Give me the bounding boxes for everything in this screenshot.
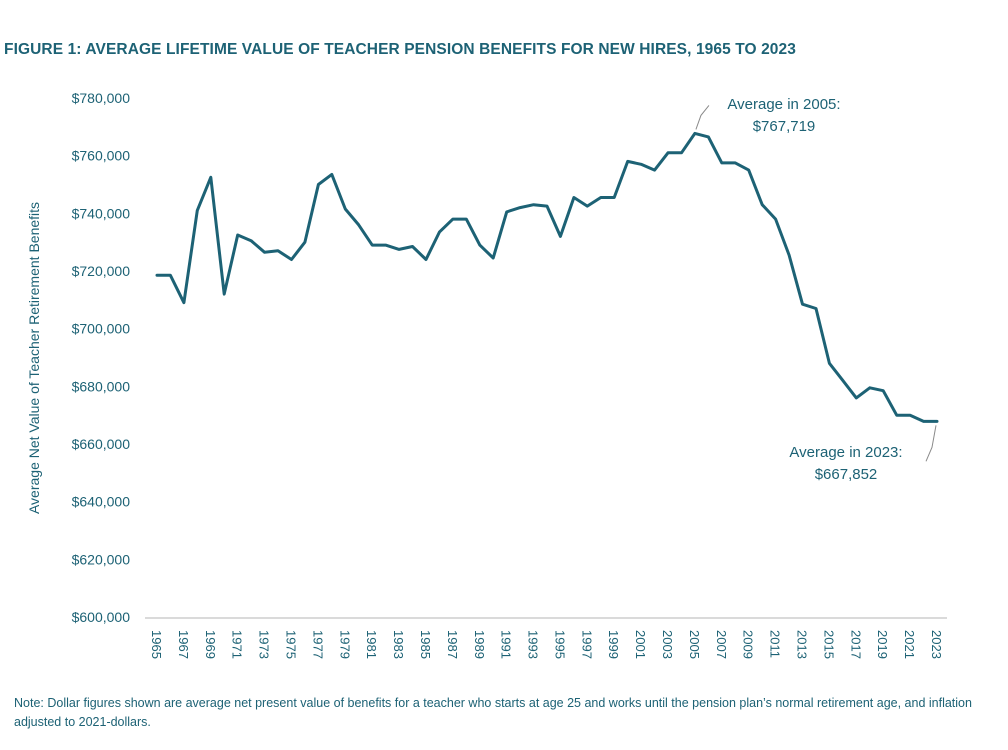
x-tick-label: 1989 (472, 630, 487, 659)
x-tick-label: 1967 (176, 630, 191, 659)
x-tick-label: 2021 (902, 630, 917, 659)
x-tick-label: 1969 (203, 630, 218, 659)
annotation-leader-2005 (695, 105, 710, 130)
x-tick-label: 2015 (821, 630, 836, 659)
x-tick-label: 2011 (768, 630, 783, 658)
x-tick-label: 1971 (230, 630, 245, 659)
y-tick-label: $760,000 (72, 148, 131, 164)
line-chart: Average Net Value of Teacher Retirement … (26, 90, 947, 659)
x-tick-label: 2007 (714, 630, 729, 659)
y-tick-label: $640,000 (72, 494, 131, 510)
x-tick-label: 2001 (633, 630, 648, 659)
x-tick-label: 1973 (257, 630, 272, 659)
x-tick-label: 1987 (445, 630, 460, 659)
y-tick-label: $600,000 (72, 609, 131, 625)
x-tick-label: 1997 (579, 630, 594, 659)
x-tick-label: 1983 (391, 630, 406, 659)
x-tick-label: 1995 (552, 630, 567, 659)
x-tick-label: 2005 (687, 630, 702, 659)
x-tick-label: 2013 (795, 630, 810, 659)
annotation-2023-value: $667,852 (815, 466, 878, 483)
x-tick-label: 1979 (337, 630, 352, 659)
y-tick-label: $740,000 (72, 205, 131, 221)
y-axis-tick-labels: $600,000 $620,000 $640,000 $660,000 $680,000… (72, 90, 131, 625)
x-tick-label: 1993 (526, 630, 541, 659)
x-tick-label: 1999 (606, 630, 621, 659)
x-tick-label: 2023 (929, 630, 944, 659)
annotation-2023-label: Average in 2023: (789, 444, 902, 461)
x-tick-label: 1985 (418, 630, 433, 659)
annotations-group: Average in 2005: $767,719 Average in 2023:… (695, 96, 937, 483)
figure-title: FIGURE 1: AVERAGE LIFETIME VALUE OF TEAC… (4, 41, 796, 58)
x-tick-label: 1991 (499, 630, 514, 659)
y-tick-label: $780,000 (72, 90, 131, 106)
chart-note: Note: Dollar figures shown are average n… (14, 696, 972, 729)
y-tick-label: $680,000 (72, 378, 131, 394)
x-tick-label: 2019 (875, 630, 890, 659)
series-group (155, 131, 939, 423)
x-axis-tick-labels: 1965 1967 1969 1971 1973 1975 1977 1979 1981 1983… (149, 630, 944, 659)
y-tick-label: $720,000 (72, 263, 131, 279)
annotation-2005-label: Average in 2005: (727, 96, 840, 113)
y-axis-title-group: Average Net Value of Teacher Retirement … (26, 202, 42, 514)
x-tick-label: 1975 (283, 630, 298, 659)
series-line (155, 131, 939, 423)
y-tick-label: $620,000 (72, 551, 131, 567)
x-tick-label: 2003 (660, 630, 675, 659)
y-tick-label: $660,000 (72, 436, 131, 452)
x-tick-label: 1981 (364, 630, 379, 659)
y-axis-title: Average Net Value of Teacher Retirement … (26, 202, 42, 514)
annotation-leader-2023 (925, 425, 937, 462)
x-tick-label: 1977 (310, 630, 325, 659)
annotation-2005-value: $767,719 (753, 118, 816, 135)
x-tick-label: 2009 (741, 630, 756, 659)
y-tick-label: $700,000 (72, 321, 131, 337)
x-tick-label: 1965 (149, 630, 164, 659)
x-tick-label: 2017 (848, 630, 863, 659)
